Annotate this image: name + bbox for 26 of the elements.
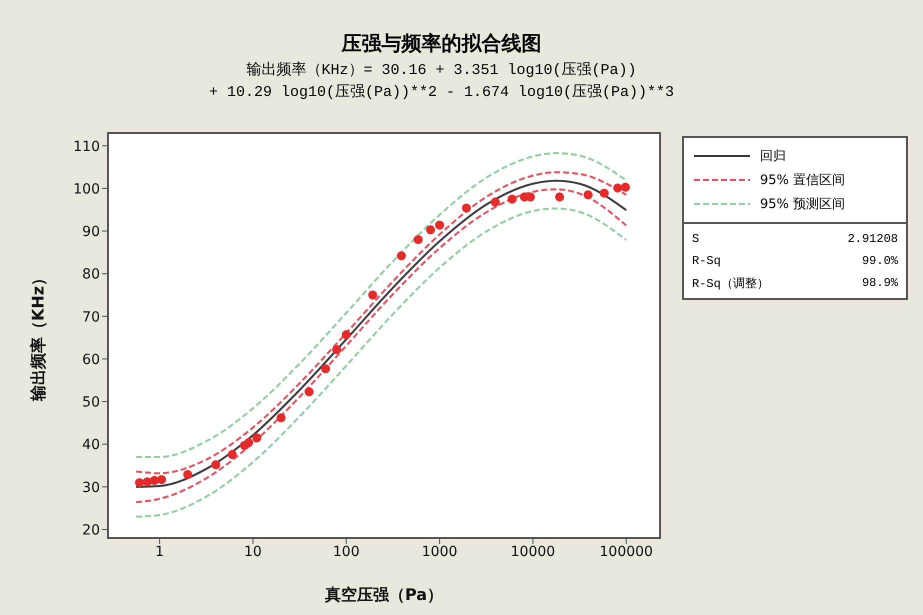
y-tick-label: 20 [82, 522, 100, 538]
y-tick-label: 100 [73, 181, 100, 198]
text: S 2.91208 [692, 232, 898, 246]
legend-label: 回归 [760, 148, 786, 165]
legend-label: 95% 预测区间 [760, 196, 846, 213]
x-tick-label: 1 [155, 544, 164, 560]
y-tick-label: 50 [82, 394, 100, 411]
legend-label: 95% 置信区间 [760, 172, 846, 189]
x-tick-label: 100000 [600, 544, 653, 560]
y-tick-label: 40 [82, 437, 100, 454]
y-tick-label: 60 [82, 352, 100, 368]
text: R-Sq（调整） 98.9% [692, 276, 898, 290]
x-tick-label: 1000 [422, 544, 458, 560]
y-tick-label: 30 [82, 480, 100, 496]
x-tick-label: 10 [244, 544, 262, 560]
y-tick-label: 90 [82, 224, 100, 240]
y-tick-label: 70 [82, 309, 100, 326]
chart-subtitle: 输出频率（KHz）= 30.16 + 3.351 log10(压强(Pa)) + 10.29 log10(压强(Pa))**2 - 1.674 log10(压强(Pa))**3 [208, 60, 676, 103]
chart-title: 压强与频率的拟合线图 [340, 30, 542, 57]
x-tick-label: 10000 [510, 544, 556, 560]
x-tick-label: 100 [332, 544, 360, 560]
y-tick-label: 110 [73, 138, 100, 155]
x-axis-title: 真空压强（Pa） [324, 585, 444, 604]
y-tick-label: 80 [82, 266, 100, 283]
text: R-Sq 99.0% [692, 254, 898, 268]
y-axis-title: 输出频率（KHz） [28, 270, 48, 402]
